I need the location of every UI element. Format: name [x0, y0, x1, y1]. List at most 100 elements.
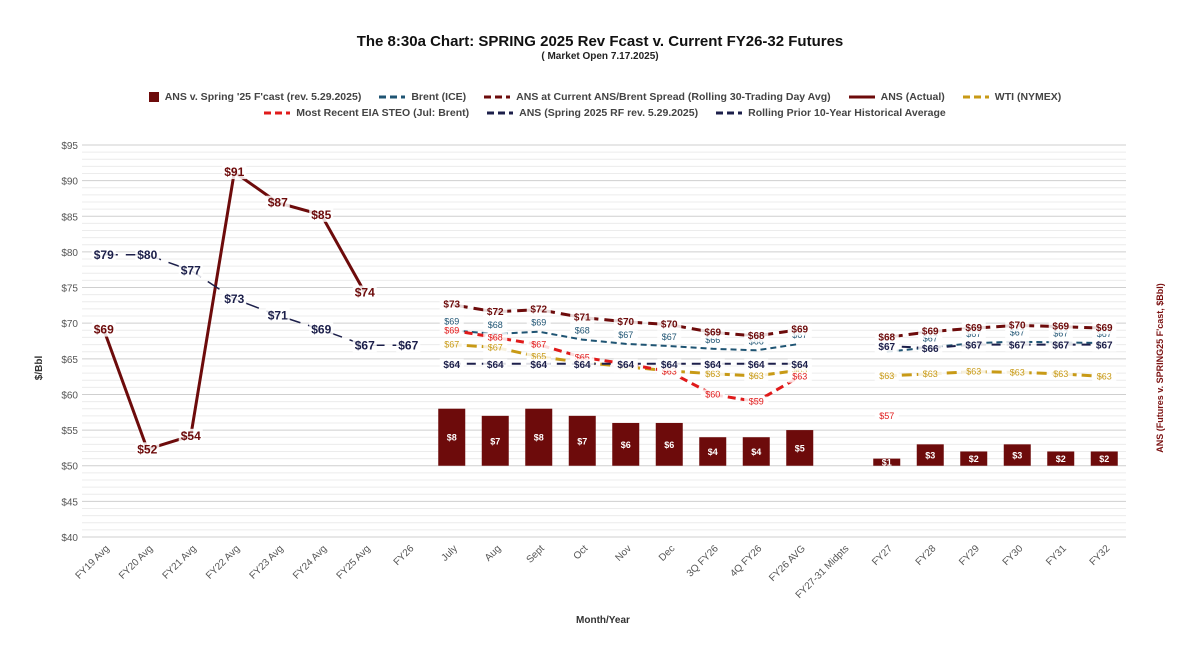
bar-value-label: $4: [751, 447, 761, 457]
bar: [568, 415, 596, 466]
data-label: $73: [443, 300, 460, 311]
data-label: $69: [1052, 322, 1069, 333]
data-label-bg: [700, 334, 725, 346]
bar: [699, 437, 727, 466]
data-label-bg: [657, 366, 682, 378]
y-tick-label: $50: [61, 462, 78, 473]
data-label: $57: [879, 411, 894, 421]
legend-item: ANS (Actual): [848, 89, 945, 105]
bar-value-label: $2: [969, 454, 979, 464]
bar-value-label: $2: [1099, 454, 1109, 464]
data-label-bg: [178, 428, 203, 443]
data-label: $64: [443, 360, 460, 371]
data-label-bg: [744, 330, 769, 343]
data-label: $67: [1096, 341, 1113, 352]
data-label-bg: [1092, 329, 1117, 341]
data-label-bg: [1048, 328, 1073, 340]
data-label: $63: [662, 367, 677, 377]
data-label-bg: [439, 358, 464, 371]
data-label: $74: [355, 286, 375, 300]
data-label: $69: [791, 325, 808, 336]
data-label-bg: [483, 342, 508, 354]
y-tick-label: $55: [61, 426, 78, 437]
chart-subtitle: ( Market Open 7.17.2025): [541, 51, 659, 62]
x-tick-label: Dec: [657, 543, 677, 563]
bar-value-label: $8: [534, 433, 544, 443]
data-label: $69: [965, 323, 982, 334]
data-label: $67: [355, 338, 375, 352]
data-label-bg: [570, 325, 595, 337]
data-label-bg: [787, 358, 812, 371]
data-label: $80: [137, 248, 157, 262]
data-label-bg: [1092, 371, 1117, 383]
y-tick-label: $60: [61, 390, 78, 401]
bar: [1047, 451, 1075, 466]
bar-value-label: $1: [882, 458, 892, 468]
legend-swatch: [962, 95, 989, 99]
x-tick-label: FY26: [392, 543, 417, 568]
data-label-bg: [700, 389, 725, 401]
data-label: $71: [574, 312, 591, 323]
data-label-bg: [1092, 339, 1117, 352]
data-label: $70: [617, 317, 634, 328]
data-label-bg: [1005, 339, 1030, 352]
data-label-bg: [961, 366, 986, 378]
data-label-bg: [1092, 322, 1117, 335]
data-label-bg: [700, 358, 725, 371]
data-label-bg: [918, 325, 943, 338]
data-label: $63: [705, 369, 720, 379]
x-tick-label: FY28: [914, 543, 939, 568]
legend-item: Most Recent EIA STEO (Jul: Brent): [264, 105, 469, 121]
data-label: $79: [94, 248, 114, 262]
data-label: $67: [398, 338, 418, 352]
legend-label: Most Recent EIA STEO (Jul: Brent): [296, 107, 470, 119]
y-tick-label: $85: [61, 212, 78, 223]
data-label: $70: [661, 320, 678, 331]
data-label: $60: [705, 389, 720, 399]
legend-label: ANS (Actual): [880, 91, 945, 103]
data-label: $67: [488, 342, 503, 352]
x-tick-label: FY29: [957, 543, 982, 568]
x-tick-label: FY25 Avg: [335, 543, 373, 581]
data-label: $67: [1052, 341, 1069, 352]
data-label-bg: [961, 329, 986, 341]
bar: [612, 422, 640, 466]
legend-label: Brent (ICE): [411, 91, 467, 103]
data-label-bg: [1048, 368, 1073, 380]
data-label-bg: [961, 339, 986, 352]
data-label-bg: [483, 305, 508, 318]
x-tick-label: FY26 AVG: [767, 543, 808, 584]
data-label-bg: [570, 311, 595, 324]
y-tick-label: $90: [61, 177, 78, 188]
legend-item: Brent (ICE): [379, 89, 466, 105]
x-tick-label: FY21 Avg: [161, 543, 199, 581]
data-label: $64: [791, 360, 808, 371]
data-label: $63: [1010, 367, 1025, 377]
data-label-bg: [613, 329, 638, 341]
data-label: $69: [1096, 323, 1113, 334]
data-label-bg: [787, 371, 812, 383]
series-line: [451, 328, 801, 404]
data-label-bg: [918, 333, 943, 345]
data-label: $67: [1010, 328, 1025, 338]
data-label: $69: [922, 327, 939, 338]
data-label-bg: [744, 370, 769, 382]
bar: [916, 444, 944, 466]
data-label-bg: [178, 263, 203, 278]
data-label-bg: [526, 303, 551, 316]
bar-value-label: $8: [447, 433, 457, 443]
data-label-bg: [265, 308, 290, 323]
bar-value-label: $6: [664, 440, 674, 450]
data-label: $67: [1053, 328, 1068, 338]
data-label: $54: [181, 429, 201, 443]
data-label-bg: [135, 442, 160, 457]
data-label: $69: [444, 316, 459, 326]
data-label-bg: [657, 318, 682, 331]
data-label: $65: [575, 352, 590, 362]
bar: [438, 408, 466, 466]
data-label: $64: [530, 360, 547, 371]
y-tick-label: $45: [61, 497, 78, 508]
data-label: $65: [531, 352, 546, 362]
data-label: $66: [922, 344, 939, 355]
